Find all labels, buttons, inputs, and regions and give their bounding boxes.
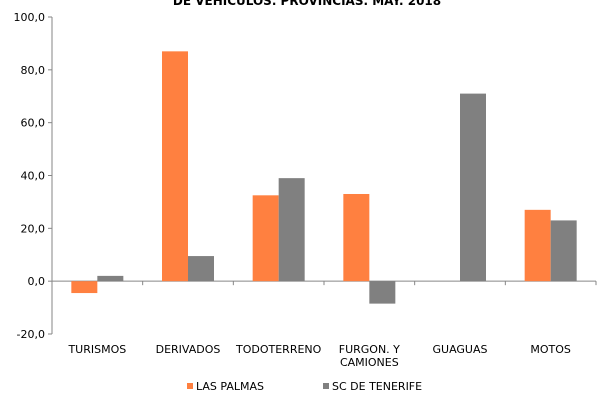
x-category-label: CAMIONES <box>340 356 399 369</box>
legend-swatch <box>187 383 193 389</box>
y-tick-label: 60,0 <box>21 117 46 130</box>
y-tick-label: 40,0 <box>21 170 46 183</box>
bar-las-palmas <box>524 209 551 282</box>
bar-sc-de-tenerife <box>97 275 124 282</box>
legend-label: LAS PALMAS <box>196 380 264 393</box>
bar-las-palmas <box>71 281 98 294</box>
x-category-label: MOTOS <box>530 343 571 356</box>
legend-swatch <box>323 383 329 389</box>
x-category-label: TURISMOS <box>67 343 126 356</box>
x-category-label: TODOTERRENO <box>235 343 322 356</box>
x-category-label: GUAGUAS <box>433 343 488 356</box>
legend-label: SC DE TENERIFE <box>332 380 422 393</box>
bar-las-palmas <box>343 193 370 282</box>
x-category-label: DERIVADOS <box>156 343 221 356</box>
bar-sc-de-tenerife <box>278 178 305 282</box>
legend: LAS PALMAS SC DE TENERIFE <box>187 380 422 393</box>
bar-las-palmas <box>252 195 279 282</box>
bar-las-palmas <box>162 51 188 282</box>
x-category-label: FURGON. Y <box>339 343 400 356</box>
plot-area: -20,0 0,0 20,0 40,0 60,0 80,0 100,0 TURISMOS DER… <box>14 11 597 369</box>
chart-title: DE VEHICULOS. PROVINCIAS. MAY. 2018 <box>173 0 441 8</box>
bar-sc-de-tenerife <box>460 93 486 282</box>
bar-sc-de-tenerife <box>188 256 214 282</box>
bar-sc-de-tenerife <box>550 220 577 282</box>
bar-sc-de-tenerife <box>369 281 396 304</box>
y-tick-label: 80,0 <box>21 64 46 77</box>
y-tick-label: 0,0 <box>28 275 46 288</box>
y-tick-label: 100,0 <box>14 11 46 24</box>
y-tick-label: 20,0 <box>21 222 46 235</box>
y-tick-label: -20,0 <box>17 328 45 341</box>
